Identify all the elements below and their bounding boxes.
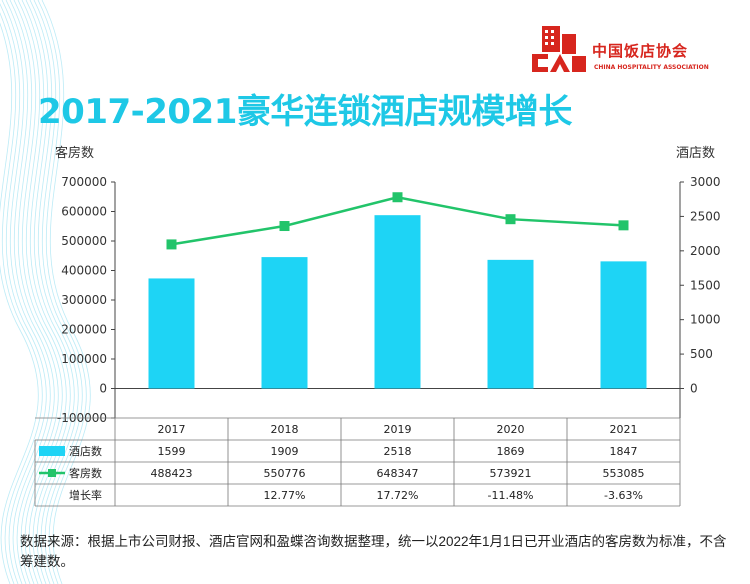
rooms-value: 553085	[603, 467, 645, 480]
logo-mark-icon	[532, 26, 586, 72]
left-axis-tick-label: 600000	[61, 205, 107, 219]
left-axis-title: 客房数	[55, 145, 94, 161]
point-rooms-2021	[618, 220, 629, 231]
legend-label-rooms: 客房数	[69, 466, 102, 480]
wave-line	[33, 0, 83, 584]
wave-line	[17, 0, 67, 584]
legend-swatch-hotels	[39, 446, 65, 456]
year-label: 2021	[610, 423, 638, 436]
legend-label-hotels: 酒店数	[69, 444, 102, 458]
wave-line	[5, 0, 55, 584]
growth-value: 17.72%	[377, 489, 419, 502]
wave-line	[0, 22, 39, 584]
rooms-value: 648347	[377, 467, 419, 480]
bar-hotels-2021	[600, 261, 647, 389]
point-rooms-2020	[505, 214, 516, 225]
wave-line	[29, 0, 79, 584]
logo-english-name: CHINA HOSPITALITY ASSOCIATION	[594, 64, 709, 71]
right-axis-tick-label: 2500	[690, 209, 721, 223]
point-rooms-2018	[279, 221, 290, 232]
right-axis-tick-label: 500	[690, 347, 713, 361]
right-axis-tick-label: 0	[690, 382, 698, 396]
hotels-value: 1847	[610, 445, 638, 458]
page-title: 2017-2021豪华连锁酒店规模增长	[38, 92, 572, 132]
point-rooms-2017	[166, 239, 177, 250]
growth-row-label: 增长率	[69, 488, 102, 502]
wave-line	[1, 0, 51, 584]
hotels-value: 1909	[271, 445, 299, 458]
left-axis-tick-label: 300000	[61, 293, 107, 307]
wave-line	[0, 12, 43, 584]
year-label: 2017	[158, 423, 186, 436]
rooms-value: 550776	[264, 467, 306, 480]
right-axis-tick-label: 1000	[690, 313, 721, 327]
right-axis-tick-label: 3000	[690, 175, 721, 189]
right-axis-tick-label: 2000	[690, 244, 721, 258]
rooms-value: 488423	[151, 467, 193, 480]
bar-hotels-2019	[374, 215, 421, 389]
growth-value: -3.63%	[604, 489, 643, 502]
right-axis-tick-label: 1500	[690, 278, 721, 292]
left-axis-tick-label: 700000	[61, 175, 107, 189]
wave-line	[9, 0, 59, 584]
wave-line	[0, 3, 47, 584]
right-axis-title: 酒店数	[676, 146, 715, 161]
bar-hotels-2018	[261, 257, 308, 389]
rooms-value: 573921	[490, 467, 532, 480]
bar-hotels-2017	[148, 278, 195, 389]
year-label: 2018	[271, 423, 299, 436]
left-axis-tick-label: 400000	[61, 264, 107, 278]
logo-chinese-name: 中国饭店协会	[592, 42, 689, 60]
growth-value: -11.48%	[488, 489, 534, 502]
combo-chart: 客房数 酒店数7000006000005000004000003000002000…	[34, 145, 721, 507]
bar-hotels-2020	[487, 259, 534, 389]
growth-value: 12.77%	[264, 489, 306, 502]
hotels-value: 1869	[497, 445, 525, 458]
wave-line	[13, 0, 63, 584]
wave-line	[41, 0, 91, 584]
year-label: 2019	[384, 423, 412, 436]
wave-line	[21, 0, 71, 584]
left-axis-tick-label: 500000	[61, 234, 107, 248]
legend-marker-rooms	[48, 469, 56, 477]
data-source-footnote: 数据来源：根据上市公司财报、酒店官网和盈蝶咨询数据整理，统一以2022年1月1日…	[20, 534, 727, 569]
year-label: 2020	[497, 423, 525, 436]
hotels-value: 1599	[158, 445, 186, 458]
hotels-value: 2518	[384, 445, 412, 458]
wave-line	[37, 0, 87, 584]
left-axis-tick-label: 200000	[61, 323, 107, 337]
left-axis-tick-label: 0	[99, 382, 107, 396]
left-axis-tick-label: 100000	[61, 352, 107, 366]
point-rooms-2019	[392, 192, 403, 203]
wave-line	[25, 0, 75, 584]
